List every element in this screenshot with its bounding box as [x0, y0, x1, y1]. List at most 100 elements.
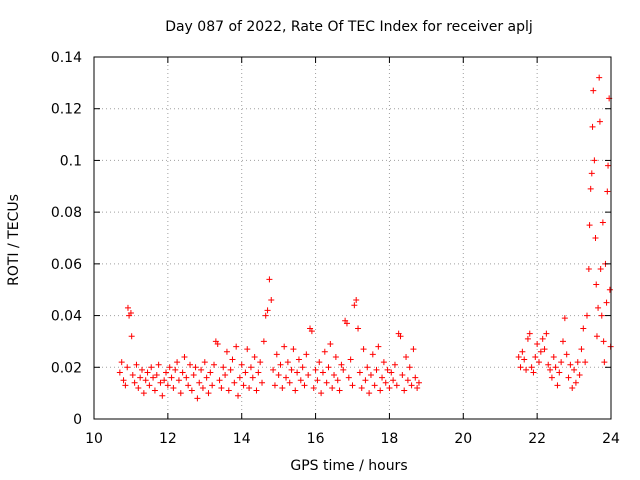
- data-point: [294, 369, 301, 376]
- data-point: [233, 343, 240, 350]
- x-tick-label: 20: [454, 431, 472, 447]
- data-point: [397, 333, 404, 340]
- data-point: [172, 366, 179, 373]
- x-tick-label: 14: [233, 431, 251, 447]
- data-point: [310, 384, 317, 391]
- data-point: [329, 384, 336, 391]
- data-point: [231, 379, 238, 386]
- data-point: [373, 366, 380, 373]
- data-point: [155, 361, 162, 368]
- y-tick-label: 0.14: [51, 50, 82, 66]
- data-point: [556, 369, 563, 376]
- data-point: [161, 377, 168, 384]
- data-point: [238, 361, 245, 368]
- data-point: [181, 353, 188, 360]
- data-point: [292, 387, 299, 394]
- data-point: [375, 343, 382, 350]
- data-point: [563, 351, 570, 358]
- data-point: [334, 377, 341, 384]
- x-tick-label: 12: [159, 431, 177, 447]
- data-point: [203, 374, 210, 381]
- x-axis-title: GPS time / hours: [290, 458, 407, 474]
- data-point: [331, 372, 338, 379]
- data-point: [598, 312, 605, 319]
- data-point: [268, 297, 275, 304]
- data-point: [388, 369, 395, 376]
- data-point: [379, 374, 386, 381]
- data-point: [401, 387, 408, 394]
- data-point: [399, 372, 406, 379]
- data-point: [222, 372, 229, 379]
- data-point: [168, 374, 175, 381]
- data-point: [148, 364, 155, 371]
- data-point: [273, 351, 280, 358]
- grid: [94, 57, 611, 419]
- data-point: [601, 359, 608, 366]
- data-point: [408, 382, 415, 389]
- data-point: [253, 387, 260, 394]
- data-point: [580, 325, 587, 332]
- data-point: [550, 353, 557, 360]
- data-point: [133, 361, 140, 368]
- data-point: [585, 266, 592, 273]
- data-point: [390, 377, 397, 384]
- data-point: [129, 372, 136, 379]
- data-point: [565, 374, 572, 381]
- data-point: [246, 384, 253, 391]
- data-point: [343, 320, 350, 327]
- data-point: [603, 299, 610, 306]
- data-point: [190, 372, 197, 379]
- data-point: [249, 374, 256, 381]
- data-point: [316, 359, 323, 366]
- data-point: [358, 384, 365, 391]
- data-point: [131, 379, 138, 386]
- data-point: [122, 382, 129, 389]
- data-point: [185, 382, 192, 389]
- data-point: [295, 356, 302, 363]
- data-point: [240, 382, 247, 389]
- data-point: [201, 359, 208, 366]
- data-point: [355, 325, 362, 332]
- data-point: [571, 366, 578, 373]
- data-point: [142, 377, 149, 384]
- data-point: [194, 395, 201, 402]
- data-point: [534, 341, 541, 348]
- data-point: [128, 333, 135, 340]
- data-point: [321, 348, 328, 355]
- data-point: [235, 392, 242, 399]
- data-point: [596, 118, 603, 125]
- data-point: [271, 382, 278, 389]
- data-point: [371, 382, 378, 389]
- data-point: [517, 364, 524, 371]
- data-point: [366, 390, 373, 397]
- data-point: [207, 369, 214, 376]
- data-points: [116, 74, 614, 402]
- data-point: [187, 361, 194, 368]
- y-tick-label: 0: [73, 412, 82, 428]
- data-point: [561, 315, 568, 322]
- data-point: [543, 330, 550, 337]
- y-tick-label: 0.06: [51, 257, 82, 273]
- data-point: [524, 335, 531, 342]
- data-point: [349, 382, 356, 389]
- data-point: [163, 369, 170, 376]
- data-point: [367, 372, 374, 379]
- data-point: [586, 222, 593, 229]
- x-tick-label: 10: [85, 431, 103, 447]
- data-point: [205, 390, 212, 397]
- data-point: [139, 366, 146, 373]
- data-point: [279, 384, 286, 391]
- data-point: [558, 359, 565, 366]
- data-point: [521, 356, 528, 363]
- data-point: [583, 312, 590, 319]
- data-point: [362, 377, 369, 384]
- data-point: [177, 390, 184, 397]
- data-point: [146, 382, 153, 389]
- data-point: [140, 390, 147, 397]
- data-point: [135, 384, 142, 391]
- data-point: [593, 333, 600, 340]
- data-point: [567, 361, 574, 368]
- y-tick-label: 0.08: [51, 205, 82, 221]
- data-point: [548, 374, 555, 381]
- data-point: [257, 359, 264, 366]
